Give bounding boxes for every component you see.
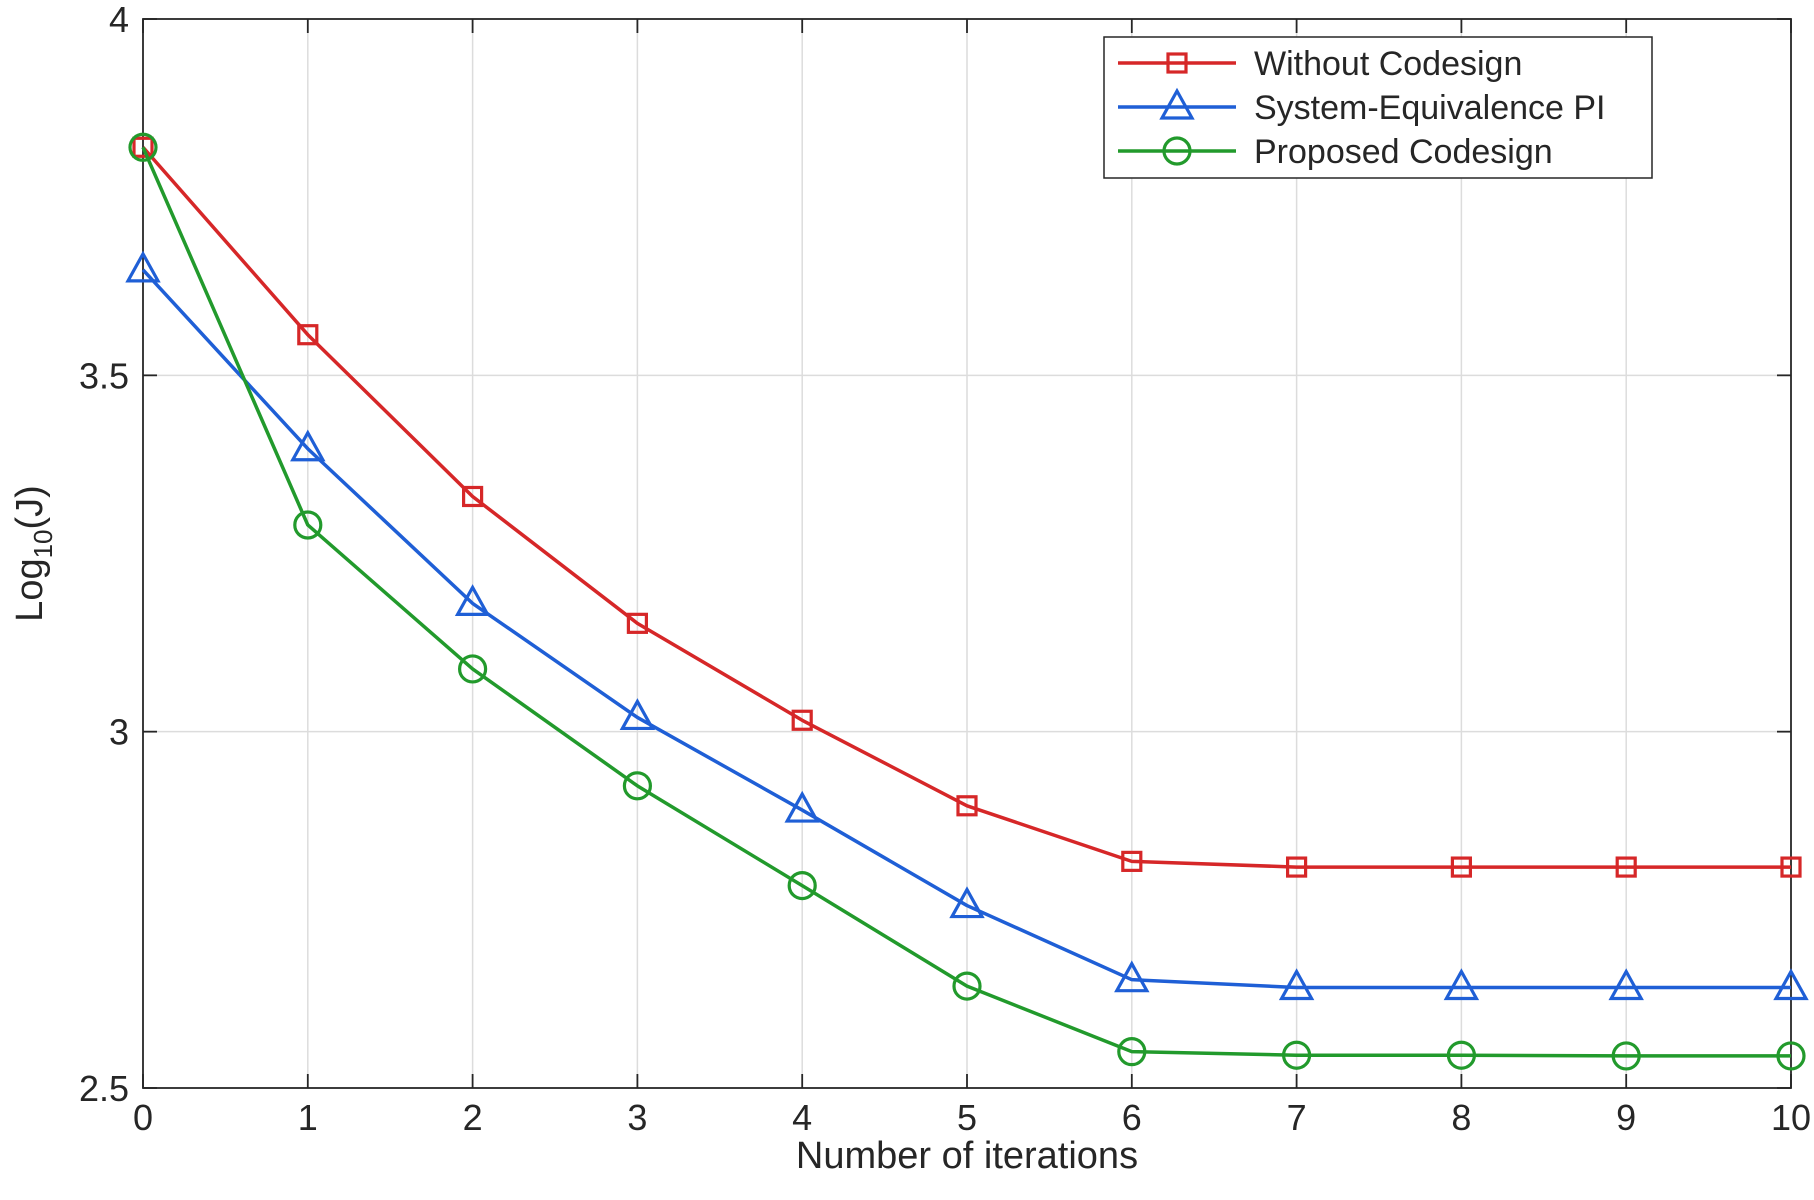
legend-label: Without Codesign <box>1254 45 1522 83</box>
data-point <box>787 871 817 901</box>
legend-item: System-Equivalence PI <box>1118 87 1606 127</box>
data-point <box>952 971 982 1001</box>
data-point <box>1776 1041 1806 1071</box>
y-axis-label-main: Log <box>9 558 51 621</box>
data-point <box>1443 968 1480 1001</box>
data-point <box>1117 1037 1147 1067</box>
x-tick-label: 5 <box>957 1097 977 1138</box>
data-point <box>132 136 154 158</box>
data-point <box>949 886 985 919</box>
y-axis-label-subscript: 10 <box>28 529 58 558</box>
y-axis-label-tail: (J) <box>9 485 51 529</box>
y-tick-label: 4 <box>109 0 129 40</box>
data-point <box>1281 1040 1312 1070</box>
data-point <box>619 698 656 731</box>
data-point <box>1780 856 1802 878</box>
data-point <box>1278 968 1315 1001</box>
x-tick-label: 8 <box>1451 1097 1471 1138</box>
axis-ticks: 0 1 2 3 4 5 6 7 8 9 10 2.5 3 3.5 4 <box>79 0 1811 1138</box>
data-point <box>454 584 491 616</box>
x-tick-label: 0 <box>133 1097 153 1138</box>
data-point <box>297 324 319 346</box>
data-point <box>1615 856 1637 878</box>
legend-marker <box>1166 52 1188 74</box>
data-point <box>290 429 326 462</box>
legend-marker <box>1162 136 1192 166</box>
legend-label: Proposed Codesign <box>1254 133 1553 171</box>
x-axis-label: Number of iterations <box>796 1135 1138 1177</box>
y-tick-label: 3.5 <box>79 355 129 396</box>
data-point <box>128 132 158 162</box>
series-line <box>141 146 1791 1058</box>
x-tick-label: 10 <box>1771 1097 1811 1138</box>
x-tick-label: 3 <box>627 1097 647 1138</box>
data-point <box>125 250 161 283</box>
series-line <box>141 268 1791 990</box>
data-point <box>784 790 820 823</box>
data-point <box>1285 856 1308 878</box>
legend-marker <box>1159 87 1195 120</box>
series-line <box>141 146 1791 869</box>
data-point <box>293 510 323 540</box>
legend-items: Without Codesign System-Equivalence PI Pro… <box>1118 45 1606 171</box>
x-tick-label: 7 <box>1287 1097 1307 1138</box>
series-square <box>132 136 1802 878</box>
x-tick-label: 4 <box>792 1097 812 1138</box>
x-tick-label: 9 <box>1616 1097 1636 1138</box>
data-point <box>1773 968 1809 1001</box>
legend-label: System-Equivalence PI <box>1254 89 1606 127</box>
data-point <box>791 709 813 731</box>
y-axis-label: Log10(J) <box>9 485 58 622</box>
x-tick-label: 2 <box>463 1097 483 1138</box>
grid <box>143 19 1791 1088</box>
data-point <box>1114 960 1150 993</box>
data-point <box>956 795 978 817</box>
legend-item: Proposed Codesign <box>1118 133 1553 171</box>
data-point <box>626 612 649 634</box>
x-tick-label: 6 <box>1122 1097 1142 1138</box>
data-point <box>1611 1041 1641 1071</box>
legend: Without Codesign System-Equivalence PI Pro… <box>1103 36 1653 179</box>
y-tick-label: 3 <box>109 712 129 753</box>
data-point <box>458 654 488 684</box>
series-layer <box>125 132 1809 1071</box>
data-point <box>462 485 484 508</box>
series-triangle <box>125 250 1809 1001</box>
data-point <box>1446 1040 1477 1070</box>
legend-item: Without Codesign <box>1118 45 1522 83</box>
series-circle <box>128 132 1806 1071</box>
data-point <box>1450 856 1473 878</box>
data-point <box>622 771 653 801</box>
data-point <box>1608 968 1644 1001</box>
y-tick-label: 2.5 <box>79 1068 129 1109</box>
x-tick-label: 1 <box>298 1097 318 1138</box>
data-point <box>1121 850 1143 872</box>
